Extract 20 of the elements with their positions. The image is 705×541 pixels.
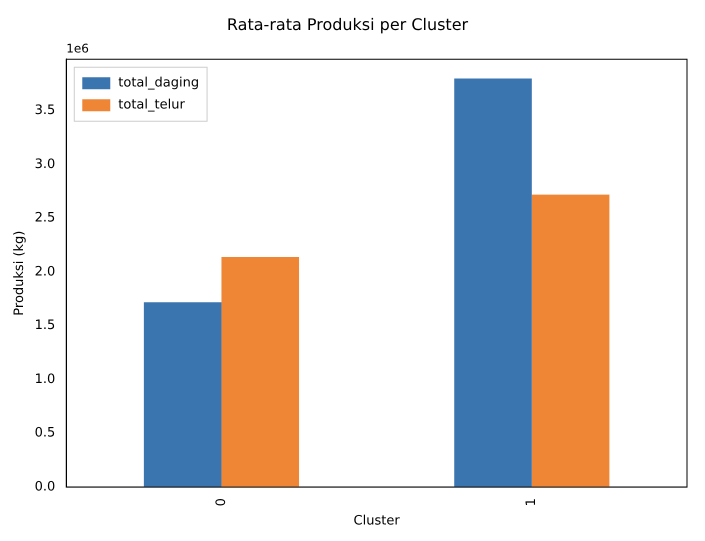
y-tick-label: 0.5 (34, 426, 56, 441)
x-axis-title: Cluster (354, 514, 400, 529)
y-tick-label: 1.5 (34, 318, 56, 334)
bar (454, 78, 532, 488)
chart-title: Rata-rata Produksi per Cluster (226, 14, 469, 34)
bar (144, 302, 222, 488)
y-tick-label: 0.0 (34, 480, 56, 495)
y-tick-label: 2.5 (34, 210, 56, 226)
y-tick-label: 2.0 (34, 264, 56, 280)
x-tick-label: 1 (524, 498, 540, 506)
x-tick-label: 0 (214, 498, 229, 506)
legend-label: total_daging (118, 76, 200, 91)
bar (221, 257, 300, 488)
y-tick-label: 1.0 (34, 372, 56, 387)
y-axis-title: Produksi (kg) (12, 230, 28, 316)
legend-label: total_telur (118, 98, 186, 113)
y-tick-label: 3.0 (34, 156, 56, 172)
bar (532, 194, 610, 488)
y-tick-label: 3.5 (34, 103, 56, 118)
text: 1e6 (66, 41, 89, 56)
